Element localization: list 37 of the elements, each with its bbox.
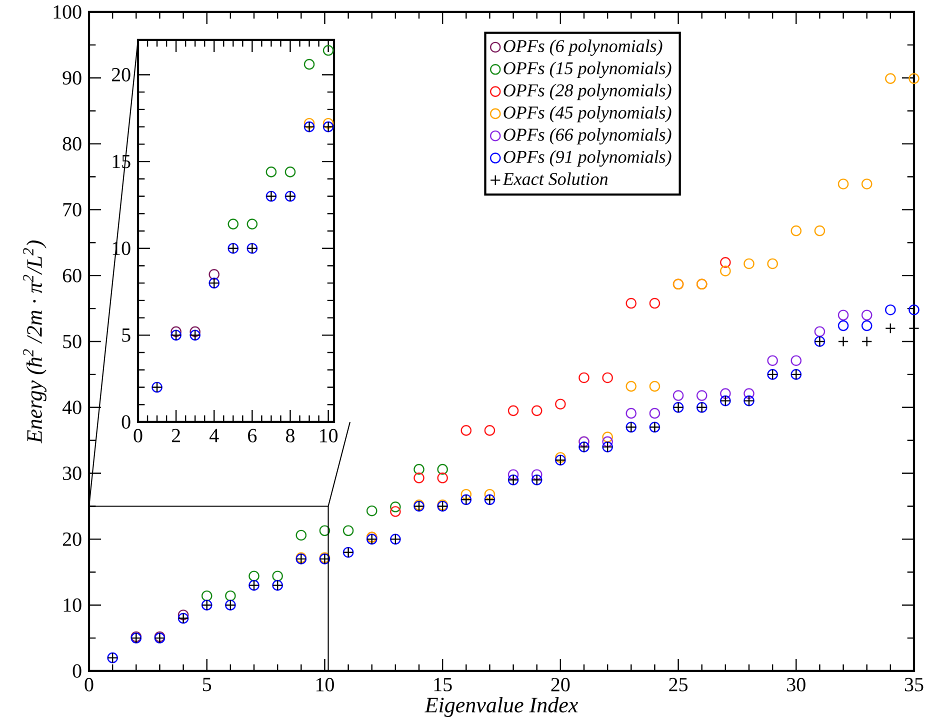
x-tick-label: 8: [286, 428, 294, 442]
y-tick-label: 100: [54, 5, 82, 19]
legend-label: Exact Solution: [502, 172, 608, 186]
y-tick-label: 70: [63, 202, 82, 216]
legend-label: OPFs (6 polynomials): [504, 40, 662, 56]
y-tick-label: 0: [122, 415, 130, 429]
y-tick-label: 20: [112, 68, 130, 82]
x-tick-label: 30: [787, 678, 806, 692]
x-tick-label: 0: [84, 678, 94, 692]
y-axis-title: Energy (ħ$^{2}$ /2m · π$^{2}$/L$^{2}$): [23, 240, 46, 444]
x-tick-label: 6: [248, 428, 257, 442]
x-tick-label: 4: [210, 428, 219, 442]
y-tick-label: 40: [62, 400, 82, 414]
x-tick-label: 0: [134, 428, 142, 442]
y-tick-label: 30: [63, 466, 82, 480]
y-tick-label: 20: [62, 532, 82, 546]
legend-label: OPFs (45 polynomials): [504, 106, 672, 122]
legend-label: OPFs (15 polynomials): [504, 62, 672, 78]
y-tick-label: 50: [63, 334, 82, 348]
x-tick-label: 2: [172, 428, 180, 442]
x-tick-label: 20: [551, 678, 570, 692]
x-tick-label: 5: [203, 678, 212, 692]
x-axis-title: Eigenvalue Index: [424, 697, 578, 717]
y-tick-label: 90: [62, 71, 82, 85]
x-tick-label: 35: [904, 678, 924, 692]
legend-label: OPFs (28 polynomials): [504, 84, 672, 100]
y-tick-label: 5: [122, 328, 130, 342]
y-tick-label: 10: [64, 598, 82, 612]
legend-label: OPFs (66 polynomials): [504, 128, 672, 144]
x-tick-label: 25: [669, 678, 688, 692]
x-tick-label: 15: [434, 678, 452, 692]
y-tick-label: 0: [72, 664, 82, 678]
y-tick-label: 60: [62, 268, 82, 282]
x-tick-label: 10: [320, 428, 338, 442]
y-tick-label: 80: [62, 137, 82, 151]
x-tick-label: 10: [316, 678, 334, 692]
legend-label: OPFs (91 polynomials): [504, 150, 672, 167]
